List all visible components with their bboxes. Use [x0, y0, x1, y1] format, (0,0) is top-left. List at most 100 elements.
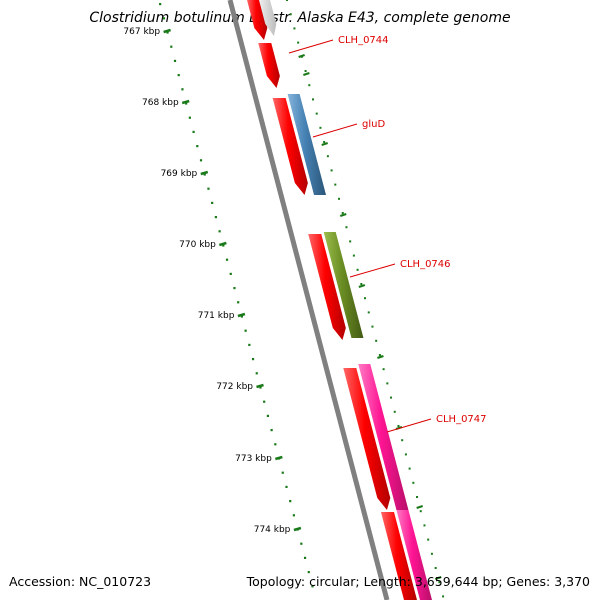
feature-ring-dot	[360, 283, 363, 285]
gene-label-CLH_0746: CLH_0746	[400, 259, 451, 270]
ruler-dot	[203, 173, 206, 176]
feature-ring-dot	[297, 41, 300, 44]
ruler-tick-label: 768 kbp	[142, 98, 179, 108]
feature-ring-dot	[312, 98, 315, 101]
gene-bar-CLH_0746	[323, 232, 364, 338]
feature-ring-dot	[293, 27, 296, 30]
feature-ring-dot	[412, 481, 415, 484]
ruler-dot	[285, 485, 288, 488]
accession-text: Accession: NC_010723	[9, 574, 152, 589]
ruler-tick-label: 771 kbp	[198, 311, 235, 321]
feature-ring-dot	[430, 552, 433, 555]
ruler-dot	[289, 500, 292, 503]
feature-ring-dot	[356, 268, 359, 271]
ruler-dot	[214, 216, 217, 219]
feature-ring-dot	[375, 339, 378, 342]
ruler-dot	[207, 187, 210, 190]
feature-ring-dot	[419, 510, 422, 513]
feature-ring-dot	[300, 55, 303, 58]
feature-ring-dot	[371, 325, 374, 328]
ruler-dot	[229, 272, 232, 275]
ruler-tick-label: 772 kbp	[216, 382, 253, 392]
gene-label-line	[349, 263, 396, 278]
ruler-dot	[196, 145, 199, 148]
feature-ring-tick	[303, 71, 310, 77]
feature-ring-tick	[358, 283, 366, 289]
ruler-dot	[225, 258, 229, 261]
ruler-dot	[181, 88, 184, 91]
feature-ring-dot	[345, 226, 348, 229]
gene-label-gluD: gluD	[362, 119, 385, 130]
feature-ring-dot	[408, 467, 411, 470]
feature-ring-dot	[315, 112, 318, 115]
ruler-dot	[159, 3, 162, 6]
feature-ring-dot	[326, 155, 329, 158]
gene-bar-gluD	[287, 94, 327, 195]
ruler-dot	[266, 414, 270, 417]
ruler-tick	[274, 455, 283, 461]
ruler-dot	[192, 130, 195, 133]
ruler-dot	[255, 372, 258, 375]
gene-bar-CLH_0747	[358, 364, 409, 510]
cds-arrow	[380, 512, 417, 600]
ruler-dot	[166, 31, 169, 34]
genome-backbone	[227, 0, 390, 600]
feature-ring-dot	[304, 70, 307, 72]
ruler-dot	[177, 74, 180, 77]
feature-ring-tick	[377, 354, 384, 360]
ruler-tick	[237, 312, 246, 318]
ruler-tick-label: 767 kbp	[123, 27, 160, 37]
gene-label-line	[288, 39, 334, 54]
ruler-dot	[222, 244, 225, 247]
feature-ring-dot	[334, 183, 337, 186]
feature-ring-dot	[386, 382, 389, 385]
feature-ring-dot	[378, 354, 381, 356]
ruler-tick	[256, 383, 264, 389]
position-ruler: 767 kbp 768 kbp 769 kbp 770 kbp 771 kbp 772 k…	[123, 3, 314, 588]
ruler-dot	[300, 542, 303, 545]
feature-ring-dot	[382, 368, 385, 371]
feature-ring-dot	[438, 581, 441, 584]
feature-ring-dot	[308, 84, 311, 87]
feature-ring-dot	[330, 169, 333, 172]
feature-ring-dot	[289, 13, 292, 16]
feature-ring-tick	[339, 212, 347, 218]
cds-arrow	[308, 234, 346, 340]
ruler-dot	[233, 287, 236, 290]
partial-feature-arrow	[259, 0, 277, 36]
ruler-dot	[162, 17, 165, 20]
gene-labels: CLH_0744 gluD CLH_0746 CLH_0747	[288, 35, 487, 433]
ruler-dot	[311, 585, 314, 588]
ruler-dot	[244, 329, 247, 332]
ruler-tick-label: 774 kbp	[254, 525, 291, 535]
ruler-dot	[248, 343, 251, 346]
ruler-tick	[293, 526, 302, 532]
cds-arrow	[343, 368, 391, 510]
ruler-dot	[218, 230, 221, 233]
ruler-dot	[170, 45, 173, 48]
feature-ring-dot	[434, 567, 437, 569]
gene-label-line	[312, 123, 358, 138]
feature-ring-dot	[286, 0, 288, 1]
feature-ring-dot	[338, 197, 341, 200]
ruler-dot	[259, 386, 262, 389]
ruler-dot	[237, 301, 240, 304]
ruler-tick	[200, 170, 209, 176]
feature-ring-tick	[321, 141, 329, 147]
feature-ring-dot	[442, 595, 445, 598]
ruler-dot	[270, 429, 273, 432]
feature-ring-dot	[397, 425, 400, 427]
ruler-dot	[251, 358, 255, 361]
feature-ring-dot	[319, 126, 322, 129]
ruler-dot	[281, 471, 284, 474]
feature-ring-tick	[416, 504, 424, 510]
feature-ring-dot	[404, 453, 407, 456]
ruler-dot	[188, 116, 191, 119]
cds-arrow	[258, 43, 280, 88]
feature-ring-dot	[427, 538, 430, 541]
ruler-dot	[185, 102, 188, 105]
gene-label-line	[386, 418, 432, 433]
ruler-dot	[199, 159, 203, 162]
